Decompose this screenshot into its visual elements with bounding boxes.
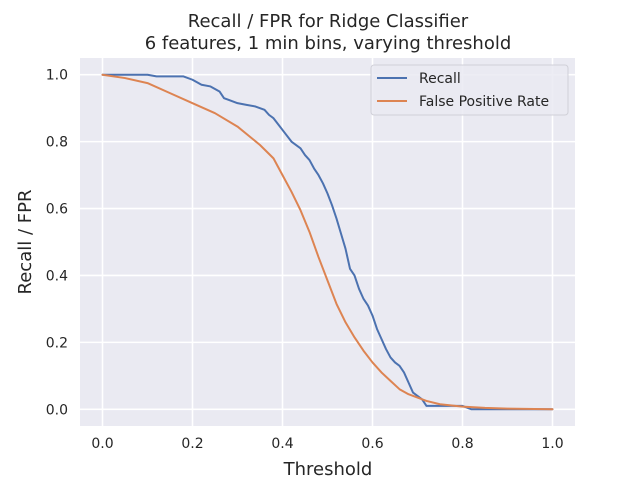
- legend: Recall False Positive Rate: [370, 64, 569, 116]
- series-line-1: [101, 73, 554, 411]
- legend-label: Recall: [419, 71, 461, 87]
- x-tick-label: 0.4: [271, 436, 293, 452]
- y-tick-label: 0.0: [46, 402, 68, 418]
- y-axis-label: Recall / FPR: [15, 190, 36, 295]
- plot-area: [80, 58, 575, 426]
- x-tick-label: 0.8: [451, 436, 473, 452]
- grid: [80, 58, 575, 426]
- x-tick-label: 0.6: [361, 436, 383, 452]
- y-tick-label: 0.2: [46, 335, 68, 351]
- y-tick-label: 0.6: [46, 202, 68, 218]
- y-tick-label: 1.0: [46, 68, 68, 84]
- chart-subtitle: 6 features, 1 min bins, varying threshol…: [145, 33, 512, 54]
- y-tick-label: 0.4: [46, 268, 68, 284]
- series-line-2: [101, 73, 554, 411]
- legend-label: False Positive Rate: [419, 94, 549, 110]
- x-tick-label: 0.2: [181, 436, 203, 452]
- x-tick-label: 0.0: [91, 436, 113, 452]
- series-group: [101, 73, 554, 411]
- ticks: 0.0 0.2 0.4 0.6 0.8 1.0 0.0 0.2 0.4 0.6 0.8 1.0: [46, 68, 564, 452]
- legend-box: [370, 64, 569, 116]
- x-axis-label: Threshold: [283, 459, 373, 480]
- chart-title: Recall / FPR for Ridge Classifier: [188, 11, 469, 32]
- x-tick-label: 1.0: [541, 436, 563, 452]
- y-tick-label: 0.8: [46, 135, 68, 151]
